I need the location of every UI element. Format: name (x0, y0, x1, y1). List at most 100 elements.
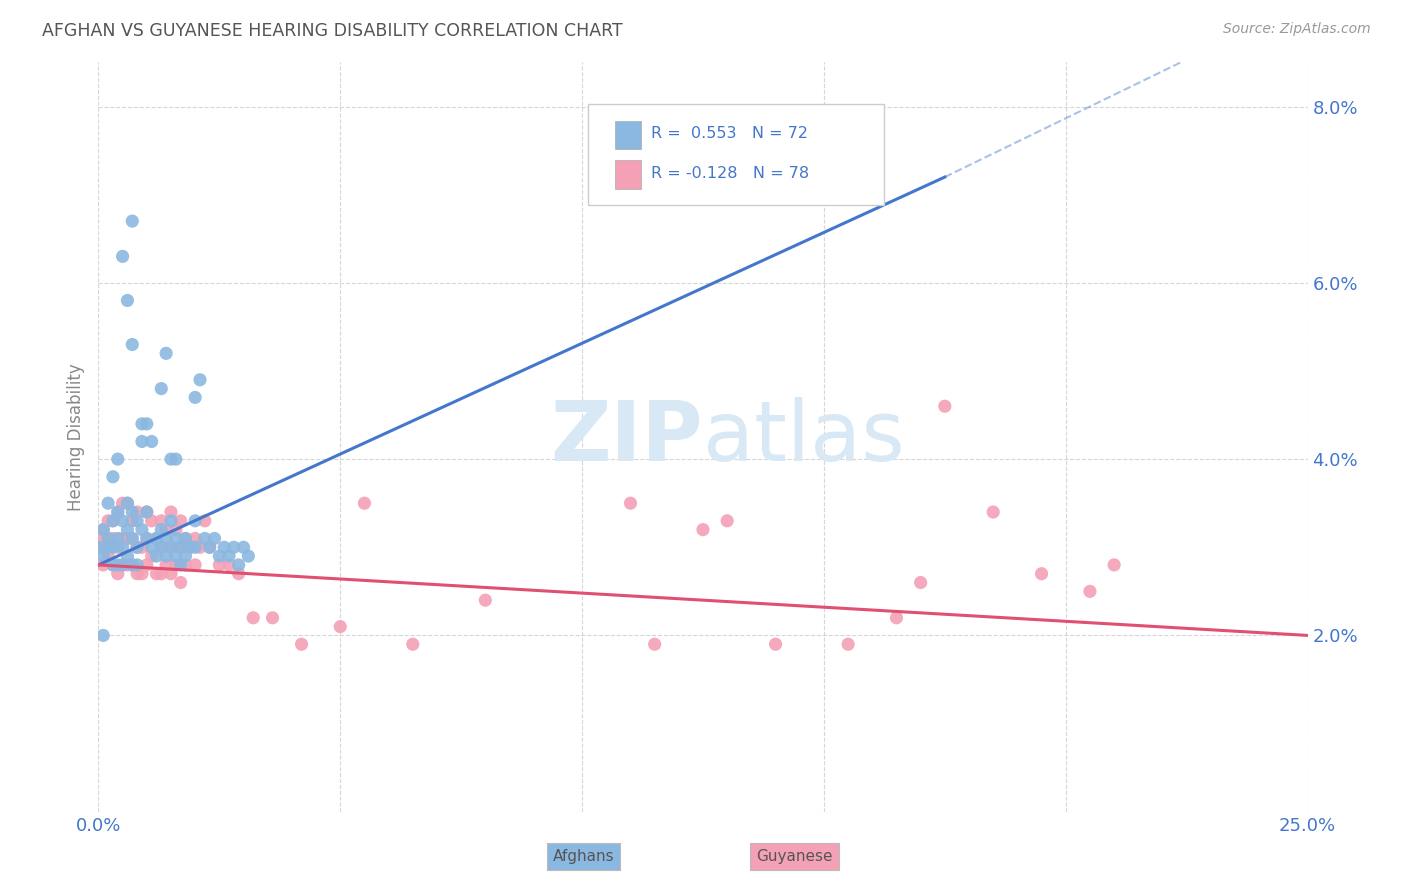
FancyBboxPatch shape (614, 120, 641, 149)
Point (101, 514, 124, 528)
Point (111, 558, 134, 572)
Point (91, 558, 114, 572)
Point (644, 637, 666, 651)
Point (150, 382, 173, 396)
Point (141, 434, 163, 449)
Point (101, 558, 124, 572)
Point (107, 558, 129, 572)
Point (174, 549, 197, 563)
Point (184, 558, 207, 572)
Point (716, 514, 738, 528)
Point (155, 549, 177, 563)
Point (145, 532, 167, 546)
Point (242, 611, 264, 625)
Point (101, 532, 124, 546)
Text: ZIP: ZIP (551, 397, 703, 477)
Point (402, 637, 425, 651)
Point (155, 532, 177, 546)
Point (179, 541, 201, 555)
Point (150, 514, 173, 528)
Point (117, 293, 139, 308)
Point (127, 505, 149, 519)
FancyBboxPatch shape (614, 161, 641, 189)
Point (1102, 558, 1125, 572)
Point (107, 566, 129, 581)
Point (228, 558, 250, 572)
Point (160, 505, 183, 519)
Point (188, 373, 211, 387)
Point (141, 549, 163, 563)
Point (155, 558, 177, 572)
Point (127, 541, 149, 555)
Point (329, 619, 352, 633)
Text: Source: ZipAtlas.com: Source: ZipAtlas.com (1223, 22, 1371, 37)
Point (121, 532, 143, 546)
Point (160, 541, 183, 555)
Point (111, 496, 134, 510)
Point (97, 532, 120, 546)
Point (188, 541, 211, 555)
Point (218, 558, 240, 572)
Point (228, 566, 250, 581)
Point (160, 452, 183, 467)
Point (165, 532, 187, 546)
Point (111, 249, 134, 263)
Point (111, 532, 134, 546)
Point (155, 346, 177, 360)
Point (135, 505, 157, 519)
Point (135, 558, 157, 572)
Point (169, 514, 191, 528)
Point (135, 532, 157, 546)
Point (111, 558, 134, 572)
Point (222, 541, 245, 555)
Point (179, 541, 201, 555)
Point (174, 558, 197, 572)
Point (111, 514, 134, 528)
Point (97, 541, 120, 555)
Point (619, 496, 641, 510)
Point (212, 541, 235, 555)
Point (121, 514, 143, 528)
Point (145, 566, 167, 581)
Point (117, 532, 139, 546)
Point (174, 532, 197, 546)
Point (150, 566, 173, 581)
Point (218, 549, 240, 563)
Point (184, 514, 207, 528)
Point (150, 541, 173, 555)
Point (934, 399, 956, 413)
Point (121, 558, 143, 572)
Point (117, 523, 139, 537)
Point (169, 575, 191, 590)
Point (117, 549, 139, 563)
Point (127, 514, 149, 528)
Point (204, 532, 226, 546)
Point (97, 496, 120, 510)
Text: R = -0.128   N = 78: R = -0.128 N = 78 (651, 166, 808, 181)
Y-axis label: Hearing Disability: Hearing Disability (66, 363, 84, 511)
Point (165, 452, 187, 467)
Point (194, 514, 217, 528)
Point (169, 541, 191, 555)
Point (910, 575, 932, 590)
Point (117, 496, 139, 510)
Point (87, 541, 110, 555)
Point (131, 417, 153, 431)
Point (127, 566, 149, 581)
Point (194, 532, 217, 546)
Point (127, 541, 149, 555)
Point (91, 523, 114, 537)
Text: AFGHAN VS GUYANESE HEARING DISABILITY CORRELATION CHART: AFGHAN VS GUYANESE HEARING DISABILITY CO… (42, 22, 623, 40)
Point (184, 391, 207, 405)
Text: Guyanese: Guyanese (756, 849, 832, 863)
Point (101, 541, 124, 555)
Point (160, 514, 183, 528)
Point (135, 532, 157, 546)
Point (184, 532, 207, 546)
Point (145, 549, 167, 563)
Point (131, 566, 153, 581)
Point (208, 549, 231, 563)
Point (174, 532, 197, 546)
Point (121, 214, 143, 228)
Point (184, 541, 207, 555)
